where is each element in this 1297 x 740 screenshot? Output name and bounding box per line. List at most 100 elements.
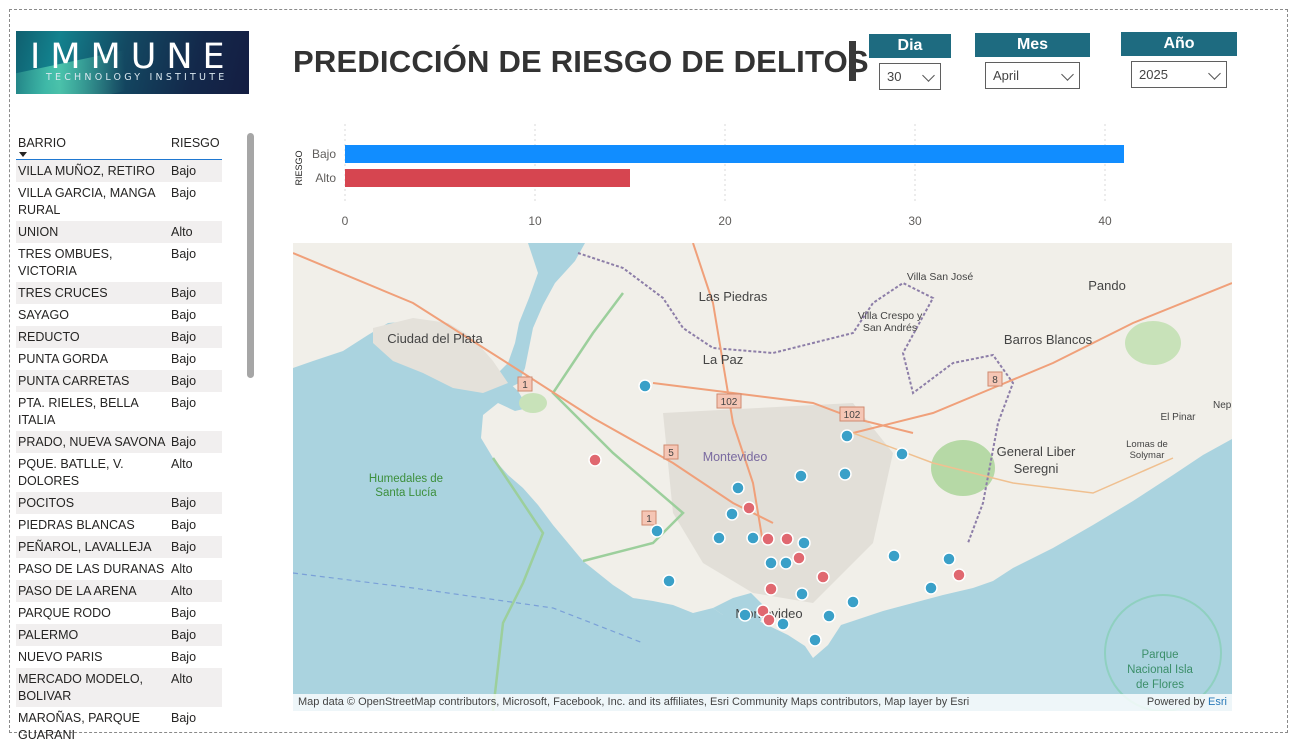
- table-row[interactable]: POCITOS Bajo: [16, 492, 222, 514]
- map-park-green-1: [931, 440, 995, 496]
- map-point-bajo[interactable]: [764, 556, 778, 570]
- map-point-bajo[interactable]: [887, 549, 901, 563]
- map-canvas: 1 1 102 102 5 8 Las Piedras La Paz Pando…: [293, 243, 1232, 711]
- barrio-cell: PEÑAROL, LAVALLEJA: [18, 540, 152, 554]
- table-row[interactable]: SAYAGO Bajo: [16, 304, 222, 326]
- barrio-cell: PQUE. BATLLE, V. DOLORES: [18, 457, 124, 488]
- table-header: BARRIO RIESGO: [16, 130, 222, 160]
- barrio-cell: MAROÑAS, PARQUE GUARANI: [18, 711, 141, 740]
- map-point-bajo[interactable]: [808, 633, 822, 647]
- map-point-bajo[interactable]: [838, 467, 852, 481]
- map-point-alto[interactable]: [762, 613, 776, 627]
- mes-dropdown[interactable]: April: [985, 62, 1080, 89]
- map-point-alto[interactable]: [588, 453, 602, 467]
- table-row[interactable]: TRES OMBUES, VICTORIA Bajo: [16, 243, 222, 282]
- barrio-cell: PALERMO: [18, 628, 79, 642]
- map-point-bajo[interactable]: [846, 595, 860, 609]
- map-point-bajo[interactable]: [794, 469, 808, 483]
- sort-descending-icon[interactable]: [19, 152, 27, 157]
- table-row[interactable]: PTA. RIELES, BELLA ITALIA Bajo: [16, 392, 222, 431]
- map-point-bajo[interactable]: [822, 609, 836, 623]
- table-row[interactable]: TRES CRUCES Bajo: [16, 282, 222, 304]
- riesgo-cell: Alto: [171, 457, 193, 471]
- table-row[interactable]: PASO DE LA ARENA Alto: [16, 580, 222, 602]
- table-row[interactable]: PIEDRAS BLANCAS Bajo: [16, 514, 222, 536]
- barrio-cell: TRES CRUCES: [18, 286, 108, 300]
- map-label-general-liber-2: Seregni: [1014, 461, 1059, 476]
- table-row[interactable]: REDUCTO Bajo: [16, 326, 222, 348]
- map-point-bajo[interactable]: [662, 574, 676, 588]
- riesgo-cell: Bajo: [171, 247, 197, 261]
- map-point-bajo[interactable]: [895, 447, 909, 461]
- barrio-cell: VILLA MUÑOZ, RETIRO: [18, 164, 155, 178]
- map-point-bajo[interactable]: [712, 531, 726, 545]
- riesgo-cell: Alto: [171, 672, 193, 686]
- map-point-alto[interactable]: [816, 570, 830, 584]
- map-point-alto[interactable]: [792, 551, 806, 565]
- map-point-alto[interactable]: [761, 532, 775, 546]
- barrio-cell: PASO DE LAS DURANAS: [18, 562, 165, 576]
- anio-slicer-header: Año: [1121, 32, 1237, 56]
- table-row[interactable]: NUEVO PARIS Bajo: [16, 646, 222, 668]
- map-point-bajo[interactable]: [746, 531, 760, 545]
- bar-alto[interactable]: [345, 169, 630, 187]
- map-point-bajo[interactable]: [738, 608, 752, 622]
- mes-slicer-header: Mes: [975, 33, 1090, 57]
- table-row[interactable]: PQUE. BATLLE, V. DOLORES Alto: [16, 453, 222, 492]
- table-row[interactable]: MAROÑAS, PARQUE GUARANI Bajo: [16, 707, 222, 740]
- table-row[interactable]: VILLA MUÑOZ, RETIRO Bajo: [16, 160, 222, 182]
- table-row[interactable]: PUNTA CARRETAS Bajo: [16, 370, 222, 392]
- riesgo-cell: Alto: [171, 562, 193, 576]
- chevron-down-icon: [1061, 68, 1074, 81]
- table-row[interactable]: UNION Alto: [16, 221, 222, 243]
- table-row[interactable]: PARQUE RODO Bajo: [16, 602, 222, 624]
- barrio-cell: MERCADO MODELO, BOLIVAR: [18, 672, 144, 703]
- table-row[interactable]: MERCADO MODELO, BOLIVAR Alto: [16, 668, 222, 707]
- anio-dropdown-value: 2025: [1139, 67, 1168, 82]
- x-tick-label: 10: [528, 214, 542, 228]
- map-point-bajo[interactable]: [795, 587, 809, 601]
- table-row[interactable]: VILLA GARCIA, MANGA RURAL Bajo: [16, 182, 222, 221]
- map-label-parque-2: Nacional Isla: [1127, 664, 1193, 676]
- bar-bajo[interactable]: [345, 145, 1124, 163]
- map-point-bajo[interactable]: [725, 507, 739, 521]
- map-label-ciudad-del-plata: Ciudad del Plata: [387, 331, 483, 346]
- risk-map[interactable]: 1 1 102 102 5 8 Las Piedras La Paz Pando…: [293, 243, 1232, 711]
- riesgo-cell: Bajo: [171, 352, 197, 366]
- map-point-bajo[interactable]: [638, 379, 652, 393]
- column-header-barrio[interactable]: BARRIO: [18, 136, 66, 150]
- dia-slicer-header: Dia: [869, 34, 951, 58]
- map-point-alto[interactable]: [742, 501, 756, 515]
- anio-dropdown[interactable]: 2025: [1131, 61, 1227, 88]
- table-row[interactable]: PUNTA GORDA Bajo: [16, 348, 222, 370]
- map-label-el-pinar: El Pinar: [1160, 412, 1196, 423]
- table-row[interactable]: PRADO, NUEVA SAVONA Bajo: [16, 431, 222, 453]
- map-label-general-liber-1: General Liber: [997, 444, 1076, 459]
- table-row[interactable]: PASO DE LAS DURANAS Alto: [16, 558, 222, 580]
- map-point-alto[interactable]: [952, 568, 966, 582]
- map-point-bajo[interactable]: [924, 581, 938, 595]
- map-point-bajo[interactable]: [731, 481, 745, 495]
- table-scrollbar[interactable]: [247, 133, 254, 378]
- title-accent-bar: [849, 41, 856, 81]
- map-point-bajo[interactable]: [797, 536, 811, 550]
- svg-text:102: 102: [844, 410, 861, 421]
- esri-link[interactable]: Esri: [1208, 696, 1227, 708]
- riesgo-cell: Bajo: [171, 186, 197, 200]
- map-point-bajo[interactable]: [942, 552, 956, 566]
- map-road-102: [652, 382, 914, 434]
- map-point-bajo[interactable]: [840, 429, 854, 443]
- column-header-riesgo[interactable]: RIESGO: [171, 136, 220, 150]
- map-point-bajo[interactable]: [650, 524, 664, 538]
- logo-main-text: IMMUNE: [30, 37, 235, 77]
- category-label: Bajo: [312, 147, 336, 161]
- map-point-bajo[interactable]: [776, 617, 790, 631]
- map-point-alto[interactable]: [764, 582, 778, 596]
- table-row[interactable]: PEÑAROL, LAVALLEJA Bajo: [16, 536, 222, 558]
- barrio-cell: NUEVO PARIS: [18, 650, 103, 664]
- map-point-alto[interactable]: [780, 532, 794, 546]
- table-row[interactable]: PALERMO Bajo: [16, 624, 222, 646]
- map-point-bajo[interactable]: [779, 556, 793, 570]
- barrio-cell: PUNTA GORDA: [18, 352, 109, 366]
- dia-dropdown[interactable]: 30: [879, 63, 941, 90]
